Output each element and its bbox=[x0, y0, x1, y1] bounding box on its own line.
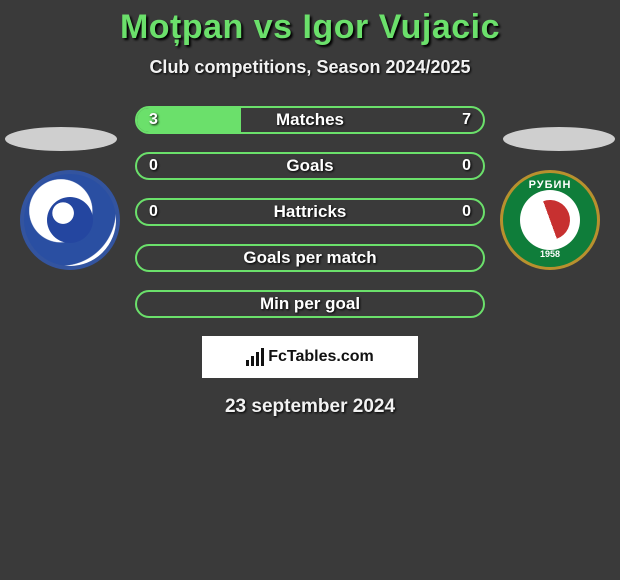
club-badge-right-year: 1958 bbox=[503, 249, 597, 259]
bar-value-right: 7 bbox=[462, 108, 471, 132]
fctables-banner: FcTables.com bbox=[202, 336, 418, 378]
bar-value-left: 0 bbox=[149, 200, 158, 224]
stat-bar: Goals per match bbox=[135, 244, 485, 272]
fctables-label: FcTables.com bbox=[268, 348, 374, 366]
club-badge-left-inner bbox=[47, 197, 93, 243]
club-badge-right-label: РУБИН bbox=[503, 179, 597, 191]
club-badge-left bbox=[20, 170, 120, 270]
club-badge-right-inner bbox=[520, 190, 580, 250]
player-left-oval bbox=[5, 127, 117, 151]
bar-label: Hattricks bbox=[137, 200, 483, 224]
player-right-oval bbox=[503, 127, 615, 151]
page-title: Moțpan vs Igor Vujacic bbox=[0, 8, 620, 47]
bar-label: Goals bbox=[137, 154, 483, 178]
fctables-logo-icon bbox=[246, 348, 264, 366]
bar-label: Min per goal bbox=[137, 292, 483, 316]
bar-label: Matches bbox=[137, 108, 483, 132]
club-badge-right: РУБИН 1958 bbox=[500, 170, 600, 270]
subtitle: Club competitions, Season 2024/2025 bbox=[0, 57, 620, 78]
stat-bar: Matches3 7 bbox=[135, 106, 485, 134]
date-stamp: 23 september 2024 bbox=[0, 396, 620, 418]
club-badge-right-swoosh bbox=[524, 194, 575, 245]
bar-value-right: 0 bbox=[462, 200, 471, 224]
stat-bar: Hattricks0 0 bbox=[135, 198, 485, 226]
bar-value-left: 3 bbox=[149, 108, 158, 132]
bar-label: Goals per match bbox=[137, 246, 483, 270]
stat-bar: Min per goal bbox=[135, 290, 485, 318]
stat-bar: Goals0 0 bbox=[135, 152, 485, 180]
bar-value-right: 0 bbox=[462, 154, 471, 178]
bar-value-left: 0 bbox=[149, 154, 158, 178]
